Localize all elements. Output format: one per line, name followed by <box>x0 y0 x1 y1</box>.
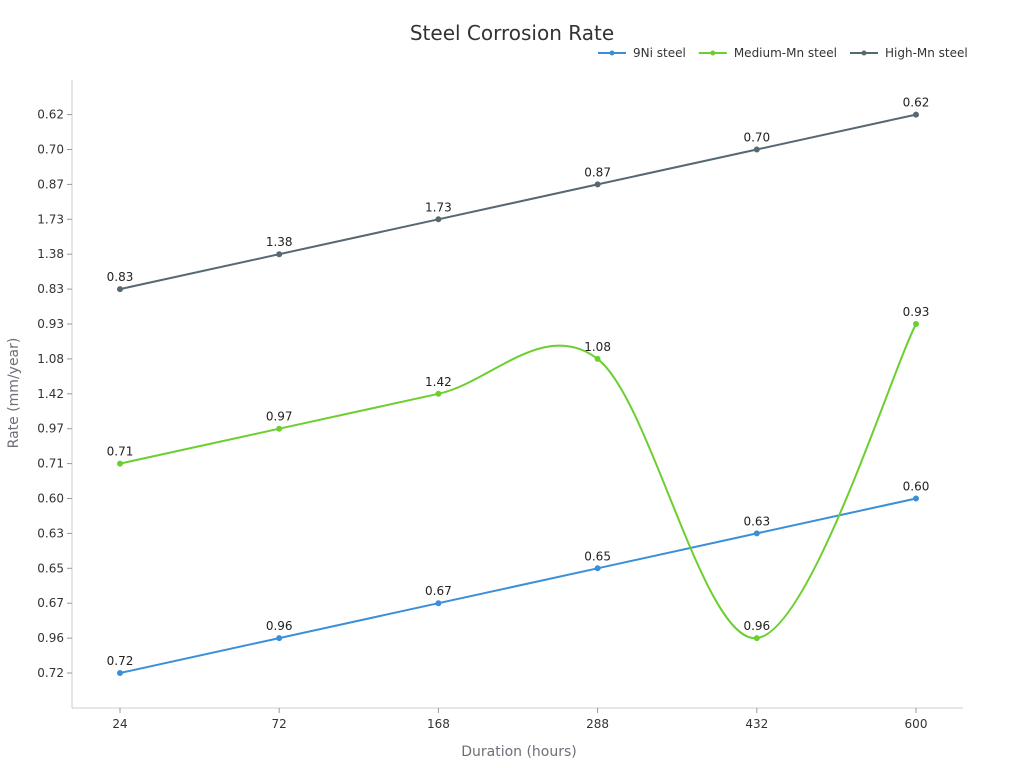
chart-title: Steel Corrosion Rate <box>410 21 614 45</box>
series-2: 0.71 0.97 1.42 1.08 0.96 0.93 <box>107 305 930 642</box>
y-tick-label: 0.93 <box>37 317 64 331</box>
legend-item[interactable]: Medium-Mn steel <box>698 46 837 60</box>
data-point[interactable] <box>594 565 601 572</box>
data-point[interactable] <box>435 216 442 223</box>
data-label: 0.67 <box>425 584 452 598</box>
data-point[interactable] <box>435 390 442 397</box>
y-tick-label: 1.38 <box>37 247 64 261</box>
data-label: 0.70 <box>743 131 770 145</box>
y-tick-label: 0.87 <box>37 177 64 191</box>
data-label: 0.63 <box>743 514 770 528</box>
series-line <box>119 497 917 674</box>
data-point[interactable] <box>117 670 123 676</box>
data-point[interactable] <box>913 321 919 327</box>
data-label: 0.96 <box>266 619 293 633</box>
data-point[interactable] <box>594 355 601 362</box>
data-point[interactable] <box>117 460 123 467</box>
y-tick-label: 0.70 <box>37 143 64 157</box>
data-label: 1.08 <box>584 340 611 354</box>
y-tick-label: 0.63 <box>37 526 64 540</box>
data-point[interactable] <box>753 530 760 537</box>
data-label: 1.38 <box>266 235 293 249</box>
x-tick-label: 288 <box>586 717 609 731</box>
data-label: 0.60 <box>903 480 930 494</box>
legend-marker <box>710 50 716 56</box>
y-axis-ticks: 0.72 0.96 0.67 0.65 0.63 0.60 0.71 0.97 1.42 1.08… <box>37 108 72 680</box>
data-label: 0.97 <box>266 410 293 424</box>
y-tick-label: 0.97 <box>37 422 64 436</box>
data-label: 0.93 <box>903 305 930 319</box>
x-tick-label: 168 <box>427 717 450 731</box>
data-point[interactable] <box>117 286 123 293</box>
data-label: 0.65 <box>584 549 611 563</box>
legend-marker <box>861 50 867 56</box>
x-tick-label: 72 <box>272 717 287 731</box>
x-tick-label: 432 <box>745 717 768 731</box>
data-label: 1.42 <box>425 375 452 389</box>
series-line <box>119 323 917 640</box>
x-axis-ticks: 24 72 168 288 432 600 <box>112 708 927 731</box>
data-point[interactable] <box>276 635 283 642</box>
y-axis-title: Rate (mm/year) <box>6 338 22 449</box>
data-label: 0.71 <box>107 445 134 459</box>
data-point[interactable] <box>753 635 760 642</box>
y-tick-label: 0.83 <box>37 282 64 296</box>
data-label: 0.96 <box>743 619 770 633</box>
legend: 9Ni steel Medium-Mn steel High-Mn steel <box>598 46 968 60</box>
y-tick-label: 0.96 <box>37 631 64 645</box>
legend-label: Medium-Mn steel <box>734 46 837 60</box>
y-tick-label: 1.73 <box>37 212 64 226</box>
data-label: 0.83 <box>107 270 134 284</box>
data-label: 0.72 <box>107 654 134 668</box>
series-3: 0.83 1.38 1.73 0.87 0.70 0.62 <box>107 96 930 293</box>
data-label: 1.73 <box>425 200 452 214</box>
legend-item[interactable]: High-Mn steel <box>849 46 968 60</box>
y-tick-label: 0.71 <box>37 457 64 471</box>
legend-item[interactable]: 9Ni steel <box>598 46 686 60</box>
y-tick-label: 1.42 <box>37 387 64 401</box>
series-layer: 0.72 0.96 0.67 0.65 0.63 0.60 0.71 0.97 1.42 1.08… <box>107 96 930 676</box>
legend-label: 9Ni steel <box>633 46 686 60</box>
y-tick-label: 0.67 <box>37 596 64 610</box>
y-tick-label: 0.65 <box>37 561 64 575</box>
x-tick-label: 600 <box>905 717 928 731</box>
y-tick-label: 0.62 <box>37 108 64 122</box>
data-point[interactable] <box>276 425 283 432</box>
data-label: 0.62 <box>903 96 930 110</box>
data-point[interactable] <box>276 251 283 258</box>
legend-label: High-Mn steel <box>885 46 968 60</box>
series-1: 0.72 0.96 0.67 0.65 0.63 0.60 <box>107 480 930 676</box>
data-point[interactable] <box>913 495 919 502</box>
data-point[interactable] <box>435 600 442 607</box>
series-line <box>119 113 917 291</box>
data-point[interactable] <box>753 146 760 153</box>
data-point[interactable] <box>913 111 919 118</box>
y-tick-label: 0.60 <box>37 492 64 506</box>
y-tick-label: 1.08 <box>37 352 64 366</box>
data-label: 0.87 <box>584 165 611 179</box>
x-tick-label: 24 <box>112 717 127 731</box>
y-tick-label: 0.72 <box>37 666 64 680</box>
data-point[interactable] <box>594 181 601 188</box>
x-axis-title: Duration (hours) <box>461 744 577 760</box>
legend-marker <box>609 50 615 56</box>
